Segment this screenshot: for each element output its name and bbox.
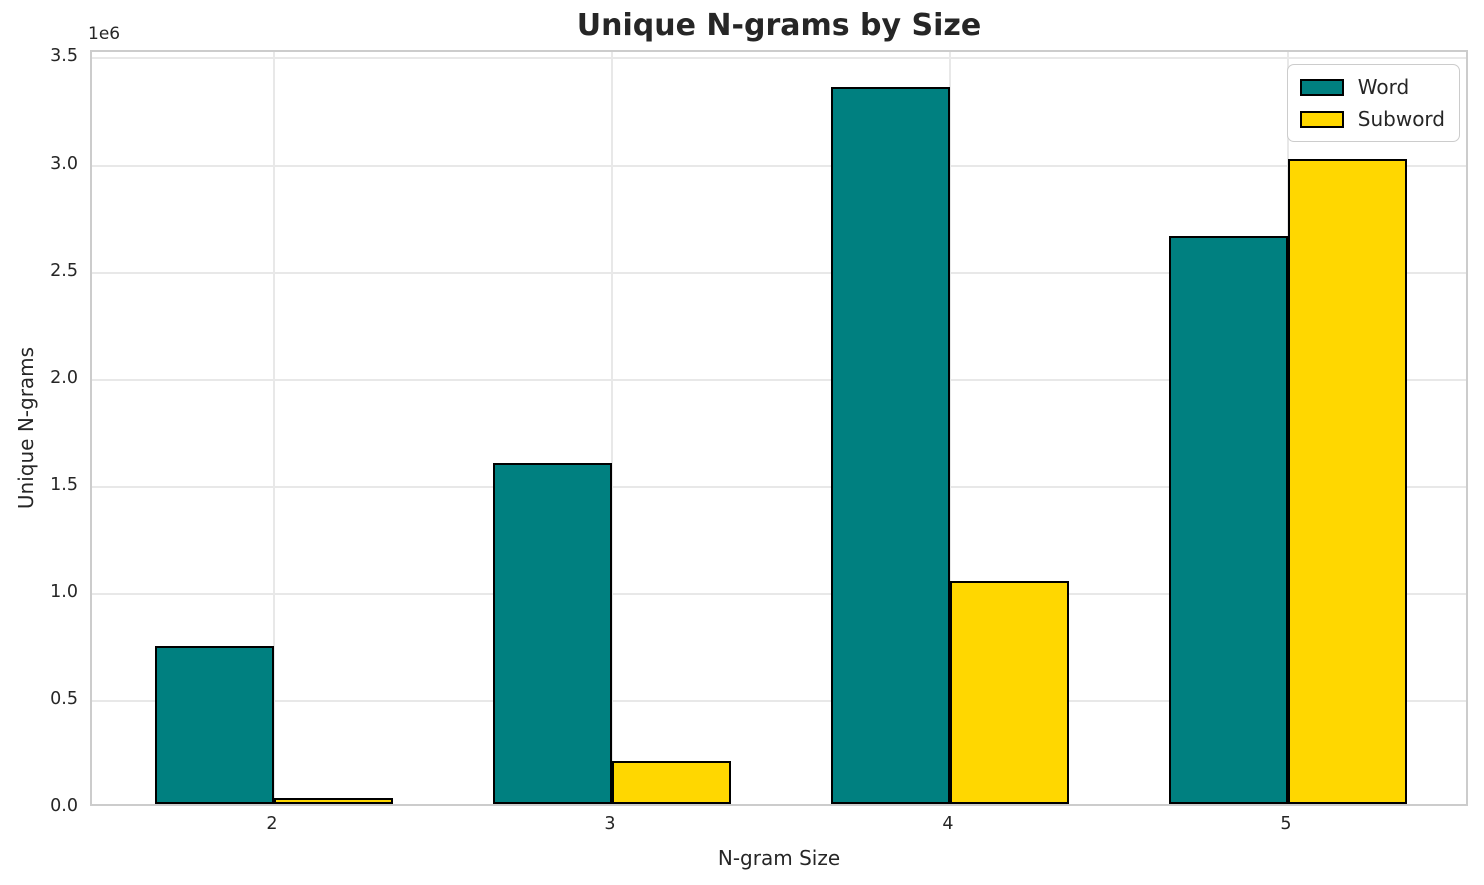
legend-item-word: Word: [1299, 75, 1445, 99]
y-tick-label-1.5: 1.5: [50, 474, 78, 495]
bar-subword-5: [1288, 159, 1407, 804]
y-axis-offset-text: 1e6: [88, 24, 121, 44]
legend-label-word: Word: [1357, 75, 1410, 99]
y-tick-label-1.0: 1.0: [50, 581, 78, 602]
gridline-y-3.0: [92, 164, 1466, 167]
bar-word-3: [493, 463, 612, 804]
x-axis-label: N-gram Size: [717, 846, 841, 870]
legend: Word Subword: [1286, 64, 1460, 142]
gridline-y-1.0: [92, 592, 1466, 595]
bar-word-4: [831, 86, 950, 804]
plot-area: [90, 50, 1468, 806]
y-tick-label-2.0: 2.0: [50, 367, 78, 388]
y-tick-label-3.0: 3.0: [50, 153, 78, 174]
legend-swatch-subword-icon: [1299, 110, 1344, 128]
x-tick-label-3: 3: [604, 814, 616, 834]
y-tick-label-0.0: 0.0: [50, 796, 78, 816]
gridline-y-2.0: [92, 378, 1466, 381]
legend-label-subword: Subword: [1357, 107, 1445, 131]
bar-subword-2: [274, 797, 393, 804]
bar-word-5: [1169, 236, 1288, 804]
gridline-x-3: [611, 52, 613, 804]
legend-item-subword: Subword: [1299, 107, 1445, 131]
y-tick-label-0.5: 0.5: [50, 688, 78, 709]
x-tick-label-5: 5: [1280, 814, 1292, 834]
y-tick-label-3.5: 3.5: [50, 46, 78, 67]
gridline-y-0.5: [92, 699, 1466, 702]
gridline-y-1.5: [92, 485, 1466, 488]
bar-subword-3: [612, 761, 731, 804]
chart-title: Unique N-grams by Size: [576, 8, 982, 43]
x-tick-label-2: 2: [266, 814, 278, 834]
y-tick-label-2.5: 2.5: [50, 260, 78, 281]
gridline-y-2.5: [92, 271, 1466, 274]
bar-subword-4: [950, 581, 1069, 804]
gridline-x-4: [949, 52, 951, 804]
gridline-y-3.5: [92, 57, 1466, 60]
gridline-x-2: [273, 52, 275, 804]
legend-swatch-word-icon: [1299, 78, 1344, 96]
bar-word-2: [155, 645, 274, 804]
x-tick-label-4: 4: [942, 814, 954, 834]
